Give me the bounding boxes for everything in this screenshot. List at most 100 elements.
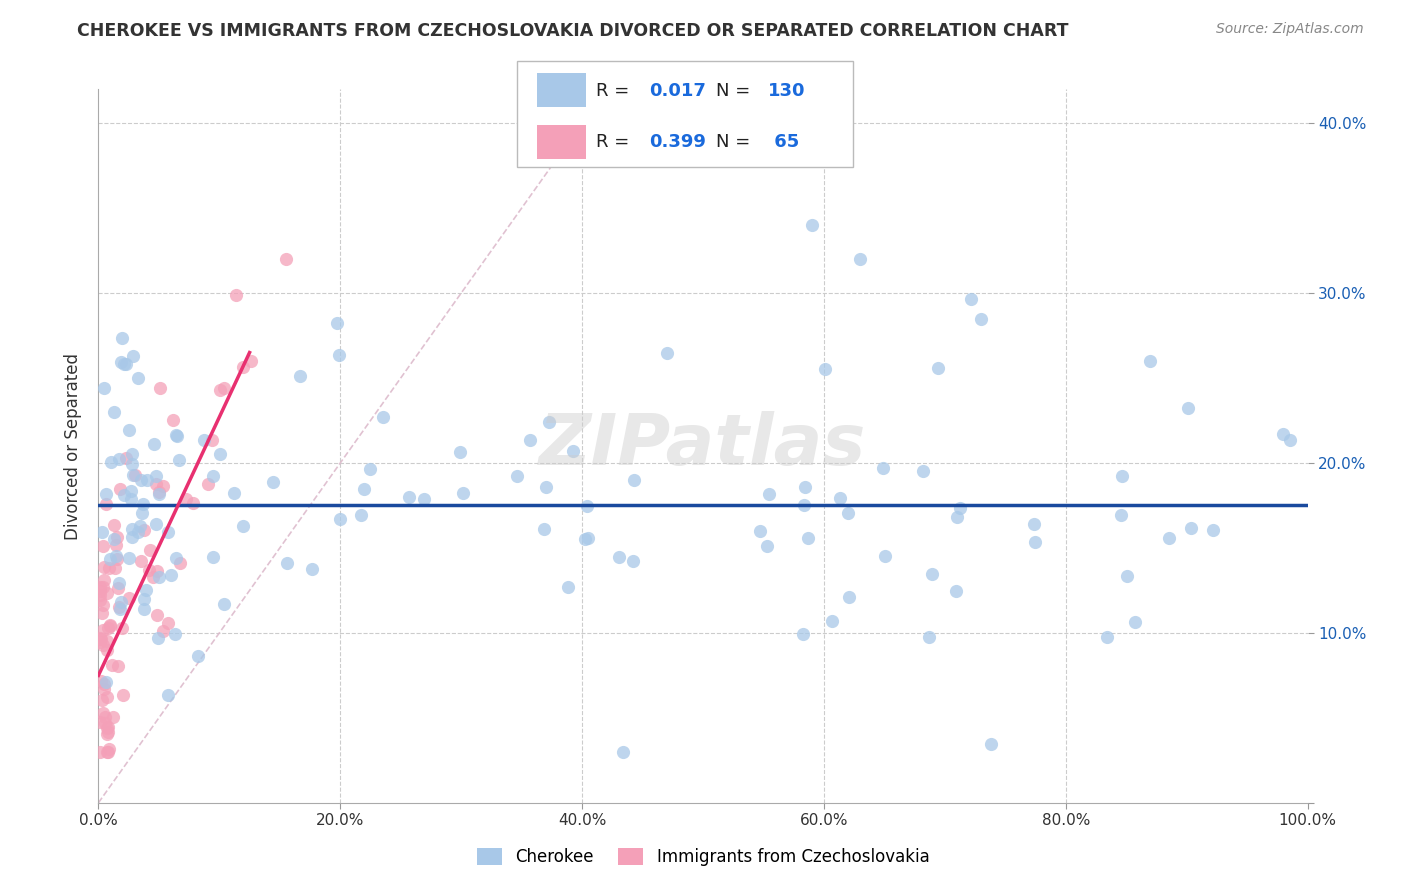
Point	[107, 581, 129, 595]
Point	[93, 706, 115, 721]
Point	[124, 468, 146, 483]
Point	[166, 429, 188, 443]
Point	[748, 524, 770, 538]
Point	[127, 370, 149, 384]
Point	[132, 497, 155, 511]
Point	[506, 468, 529, 483]
Point	[232, 359, 254, 374]
Point	[797, 532, 820, 546]
Point	[148, 487, 170, 501]
Point	[97, 745, 120, 759]
Point	[240, 353, 263, 368]
Point	[960, 293, 983, 307]
Point	[103, 517, 125, 532]
Point	[970, 311, 993, 326]
Point	[127, 524, 149, 539]
Point	[162, 413, 184, 427]
Point	[209, 447, 232, 461]
Point	[534, 480, 557, 494]
Point	[209, 384, 232, 398]
Point	[91, 623, 114, 637]
Point	[146, 631, 169, 645]
Point	[794, 480, 817, 494]
Point	[353, 483, 375, 497]
Point	[519, 433, 541, 447]
Point	[101, 709, 124, 723]
Point	[143, 437, 166, 451]
Point	[1279, 434, 1302, 448]
Point	[980, 737, 1002, 751]
Point	[148, 570, 170, 584]
Point	[110, 594, 132, 608]
Point	[98, 552, 121, 566]
Point	[120, 483, 142, 498]
Point	[129, 473, 152, 487]
Point	[212, 381, 235, 395]
Point	[105, 530, 128, 544]
Point	[1109, 508, 1132, 523]
Point	[451, 485, 474, 500]
Point	[96, 642, 118, 657]
Point	[134, 592, 156, 607]
Point	[152, 624, 174, 638]
Point	[575, 500, 598, 514]
Point	[921, 567, 943, 582]
FancyBboxPatch shape	[517, 61, 853, 167]
Point	[112, 357, 135, 371]
FancyBboxPatch shape	[537, 73, 586, 107]
Point	[112, 688, 135, 702]
Point	[814, 362, 837, 376]
Point	[91, 539, 114, 553]
Point	[89, 634, 111, 648]
Point	[145, 469, 167, 483]
Point	[100, 455, 122, 469]
Point	[225, 287, 247, 301]
Point	[93, 580, 115, 594]
Point	[118, 591, 141, 605]
Point	[145, 517, 167, 532]
Point	[232, 519, 254, 533]
Point	[169, 452, 191, 467]
Point	[89, 715, 111, 730]
Point	[655, 345, 678, 359]
Point	[90, 674, 112, 689]
Point	[108, 576, 131, 591]
Point	[562, 444, 585, 458]
Point	[156, 615, 179, 630]
Point	[201, 550, 224, 565]
Point	[912, 464, 935, 478]
Point	[110, 482, 132, 496]
Point	[800, 218, 823, 232]
Point	[201, 469, 224, 483]
Point	[111, 621, 134, 635]
Point	[222, 485, 245, 500]
Point	[146, 564, 169, 578]
Point	[1111, 469, 1133, 483]
Point	[93, 560, 115, 574]
Point	[1177, 401, 1199, 416]
Point	[105, 538, 128, 552]
Point	[104, 561, 127, 575]
Point	[607, 550, 630, 565]
Point	[93, 381, 115, 395]
Point	[114, 357, 136, 371]
Point	[120, 491, 142, 506]
Point	[576, 531, 599, 545]
Point	[142, 569, 165, 583]
Point	[91, 598, 114, 612]
Point	[148, 381, 170, 395]
Point	[557, 580, 579, 594]
Point	[97, 742, 120, 756]
Point	[98, 617, 121, 632]
Text: 65: 65	[768, 134, 799, 152]
Point	[1115, 569, 1137, 583]
Text: CHEROKEE VS IMMIGRANTS FROM CZECHOSLOVAKIA DIVORCED OR SEPARATED CORRELATION CHA: CHEROKEE VS IMMIGRANTS FROM CZECHOSLOVAK…	[77, 22, 1069, 40]
Point	[821, 614, 844, 628]
Point	[139, 542, 162, 557]
Point	[134, 602, 156, 616]
Point	[135, 473, 157, 487]
Point	[96, 690, 118, 705]
Point	[94, 497, 117, 511]
Point	[97, 720, 120, 734]
Point	[96, 745, 118, 759]
